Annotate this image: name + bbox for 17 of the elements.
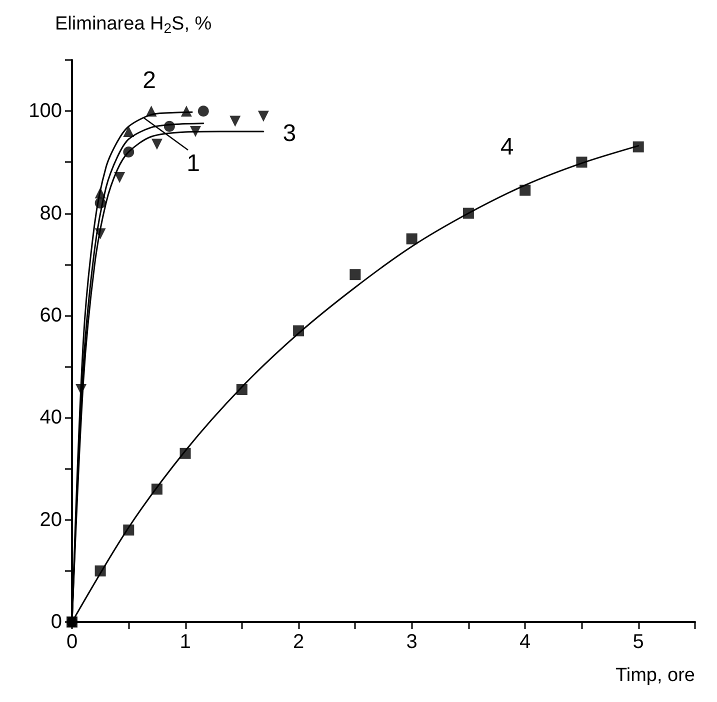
x-tick-label: 2 (292, 631, 304, 653)
series-label: 4 (500, 134, 514, 161)
y-tick-label: 20 (40, 508, 62, 531)
x-tick-label: 0 (66, 631, 78, 653)
x-tick-label: 5 (632, 631, 644, 653)
x-tick-label: 4 (520, 631, 531, 653)
y-tick-label: 80 (40, 202, 62, 224)
x-tick-label: 1 (180, 631, 191, 653)
y-tick-label: 100 (28, 100, 62, 122)
y-tick-label: 0 (50, 611, 62, 633)
x-tick-label: 3 (406, 631, 418, 653)
y-tick-label: 40 (40, 406, 62, 429)
y-tick-label: 60 (40, 304, 62, 326)
series-label: 2 (142, 67, 156, 94)
series-label: 3 (282, 120, 296, 148)
x-axis-title: Timp, ore (615, 665, 695, 686)
legend-label: 1 (186, 150, 200, 177)
